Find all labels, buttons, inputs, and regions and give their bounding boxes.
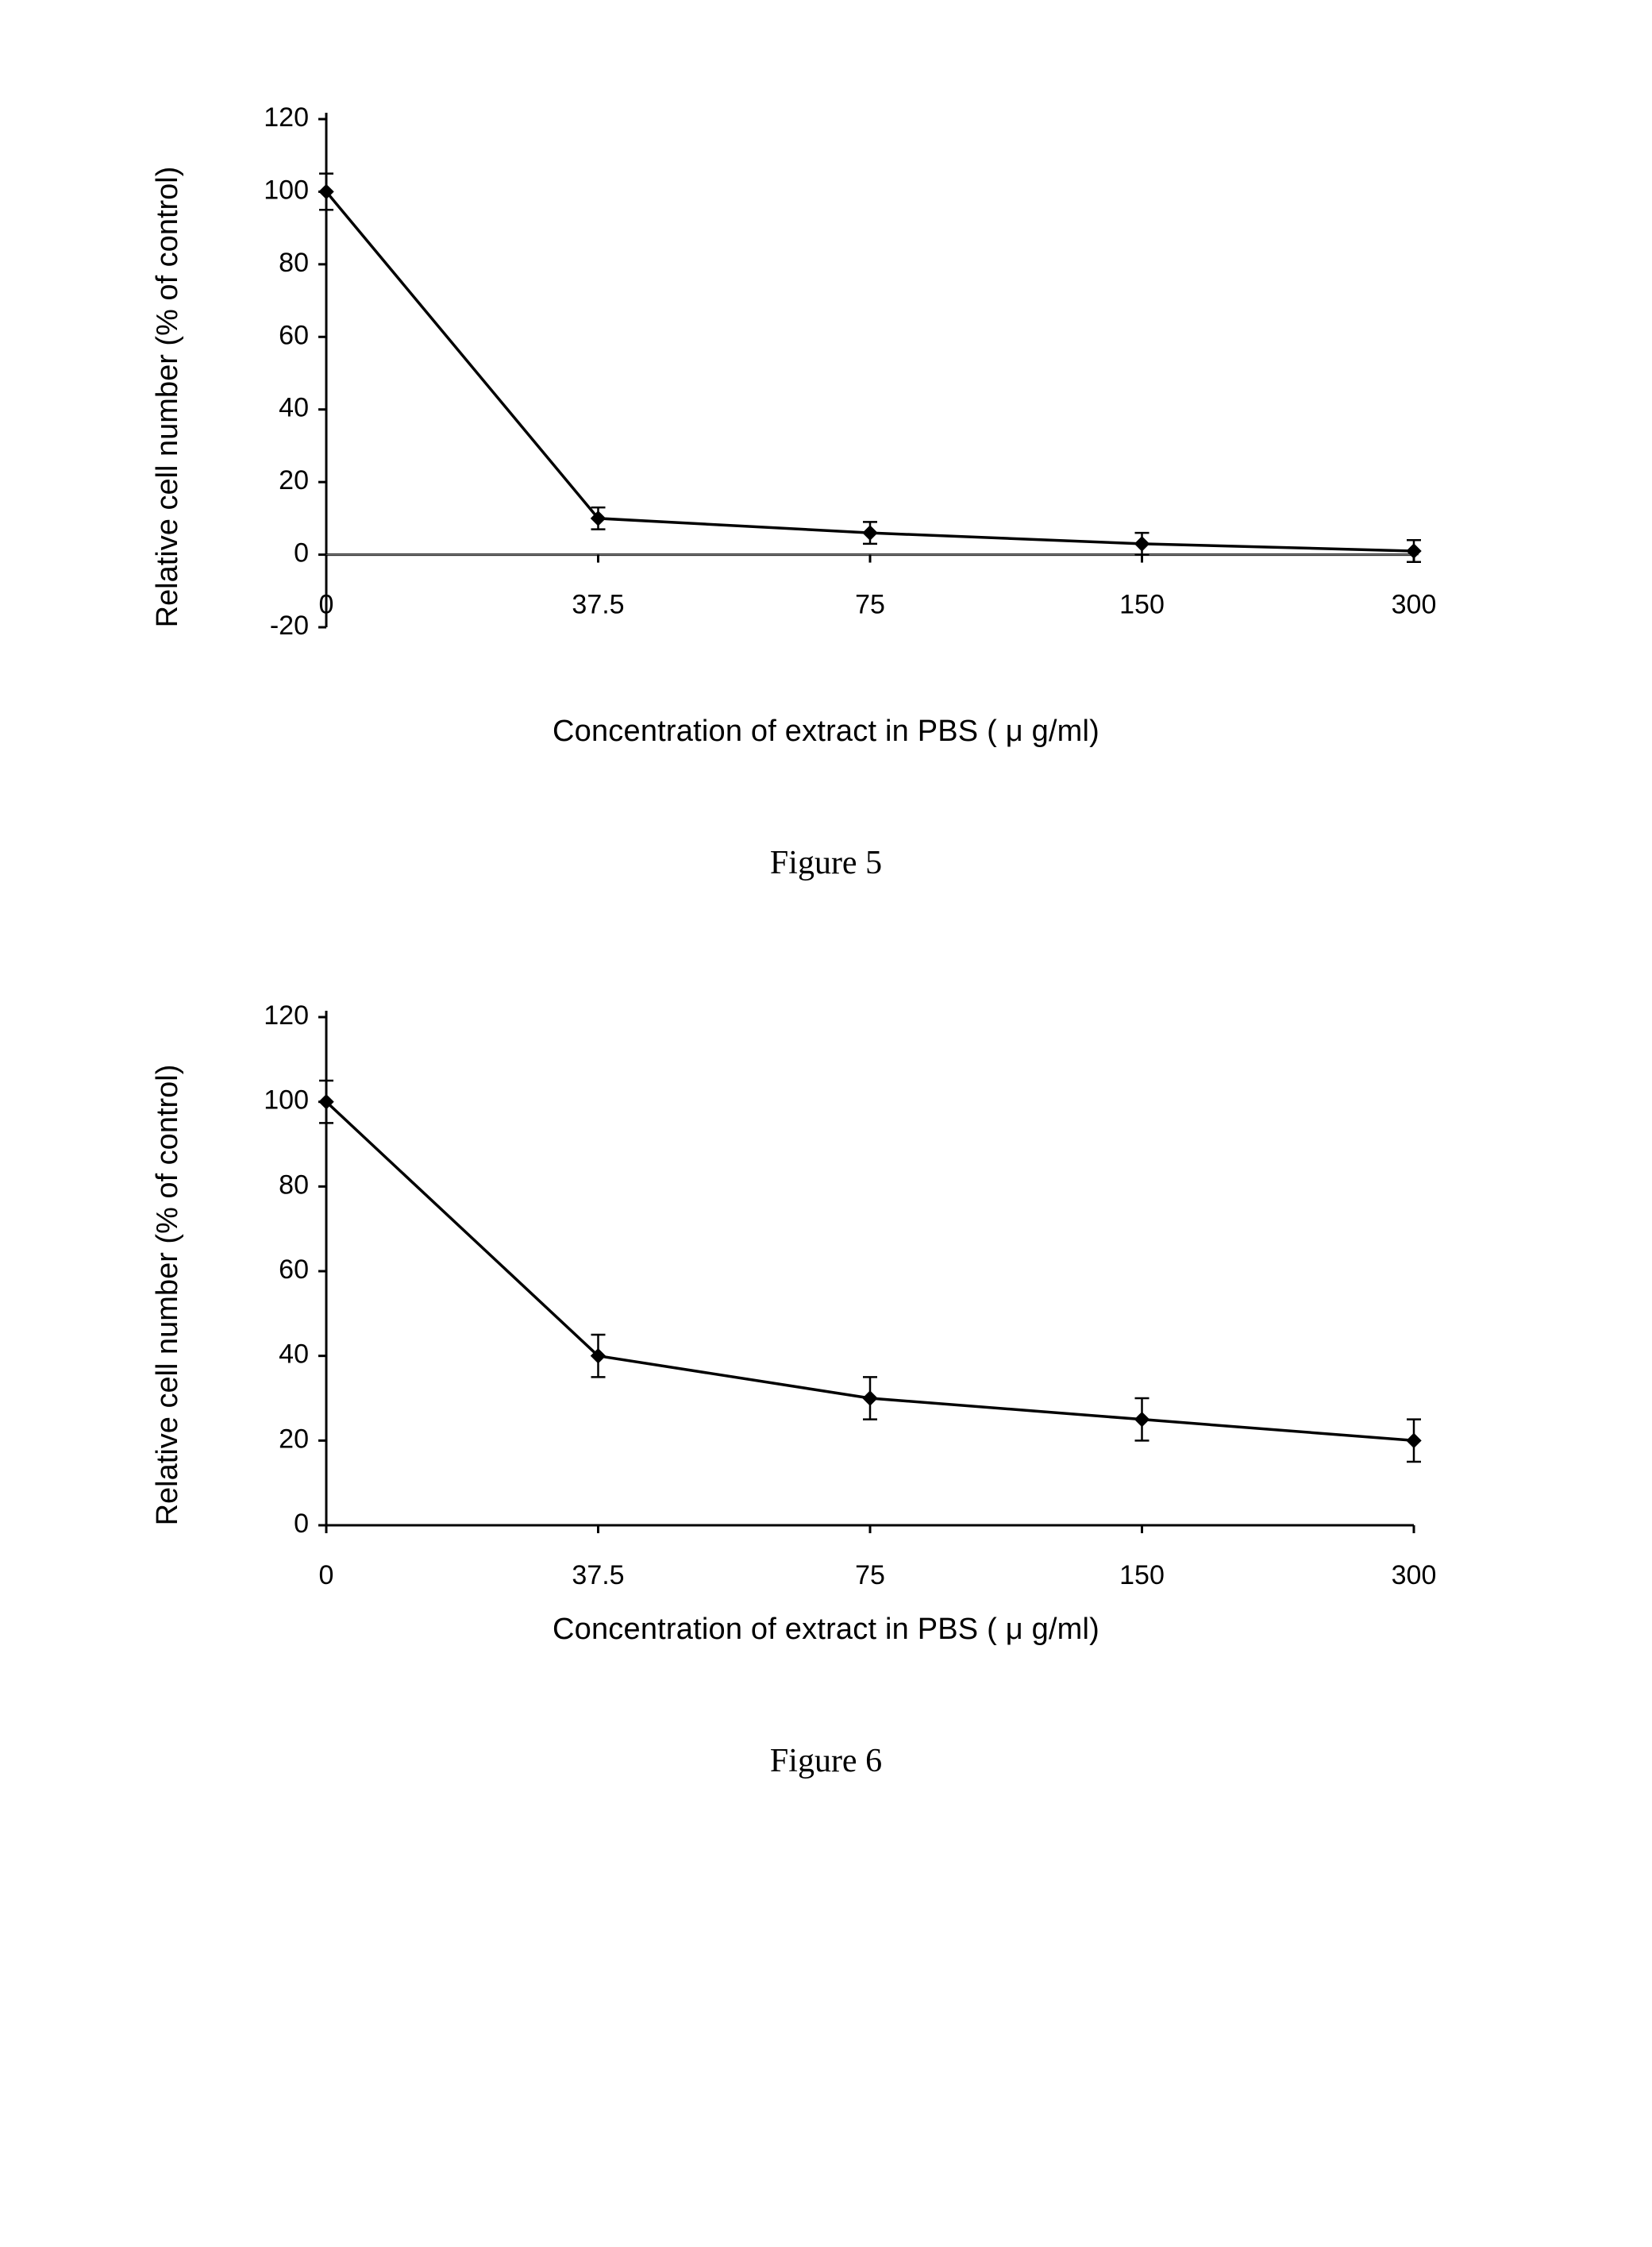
svg-text:75: 75 xyxy=(855,590,885,620)
svg-text:37.5: 37.5 xyxy=(572,1560,624,1590)
svg-text:80: 80 xyxy=(279,248,309,278)
figure-6-plot: Relative cell number (% of control) 0204… xyxy=(191,993,1461,1597)
svg-text:20: 20 xyxy=(279,465,309,495)
svg-text:75: 75 xyxy=(855,1560,885,1590)
svg-text:300: 300 xyxy=(1391,1560,1436,1590)
svg-text:150: 150 xyxy=(1119,1560,1165,1590)
svg-text:100: 100 xyxy=(264,1085,309,1116)
svg-text:40: 40 xyxy=(279,1339,309,1370)
svg-text:60: 60 xyxy=(279,1255,309,1285)
svg-text:150: 150 xyxy=(1119,590,1165,620)
figure-5-xlabel: Concentration of extract in PBS ( μ g/ml… xyxy=(127,715,1525,749)
svg-text:40: 40 xyxy=(279,393,309,423)
figure-5-plot: Relative cell number (% of control) -200… xyxy=(191,95,1461,699)
figure-6-caption: Figure 6 xyxy=(127,1742,1525,1780)
figure-5-block: Relative cell number (% of control) -20 0… xyxy=(127,95,1525,882)
figure-6-xlabel: Concentration of extract in PBS ( μ g/ml… xyxy=(127,1613,1525,1647)
svg-text:120: 120 xyxy=(264,102,309,133)
svg-text:-20: -20 xyxy=(269,611,308,641)
svg-text:0: 0 xyxy=(294,1509,309,1539)
svg-text:120: 120 xyxy=(264,1000,309,1031)
svg-text:20: 20 xyxy=(279,1424,309,1454)
svg-text:0: 0 xyxy=(294,538,309,568)
svg-text:60: 60 xyxy=(279,320,309,350)
figure-5-ylabel: Relative cell number (% of control) xyxy=(151,167,185,628)
svg-text:300: 300 xyxy=(1391,590,1436,620)
svg-text:100: 100 xyxy=(264,175,309,205)
figure-6-block: Relative cell number (% of control) 0 20 4… xyxy=(127,993,1525,1780)
svg-text:80: 80 xyxy=(279,1170,309,1200)
figure-6-svg: 0 20 40 60 80 100 120 0 37.5 75 150 300 xyxy=(191,993,1461,1597)
figure-5-svg: -20 0 20 40 60 80 100 120 0 37.5 75 150 300 xyxy=(191,95,1461,699)
svg-text:0: 0 xyxy=(318,1560,333,1590)
svg-text:37.5: 37.5 xyxy=(572,590,624,620)
svg-text:0: 0 xyxy=(318,590,333,620)
figure-6-ylabel: Relative cell number (% of control) xyxy=(151,1065,185,1526)
figure-5-caption: Figure 5 xyxy=(127,844,1525,882)
